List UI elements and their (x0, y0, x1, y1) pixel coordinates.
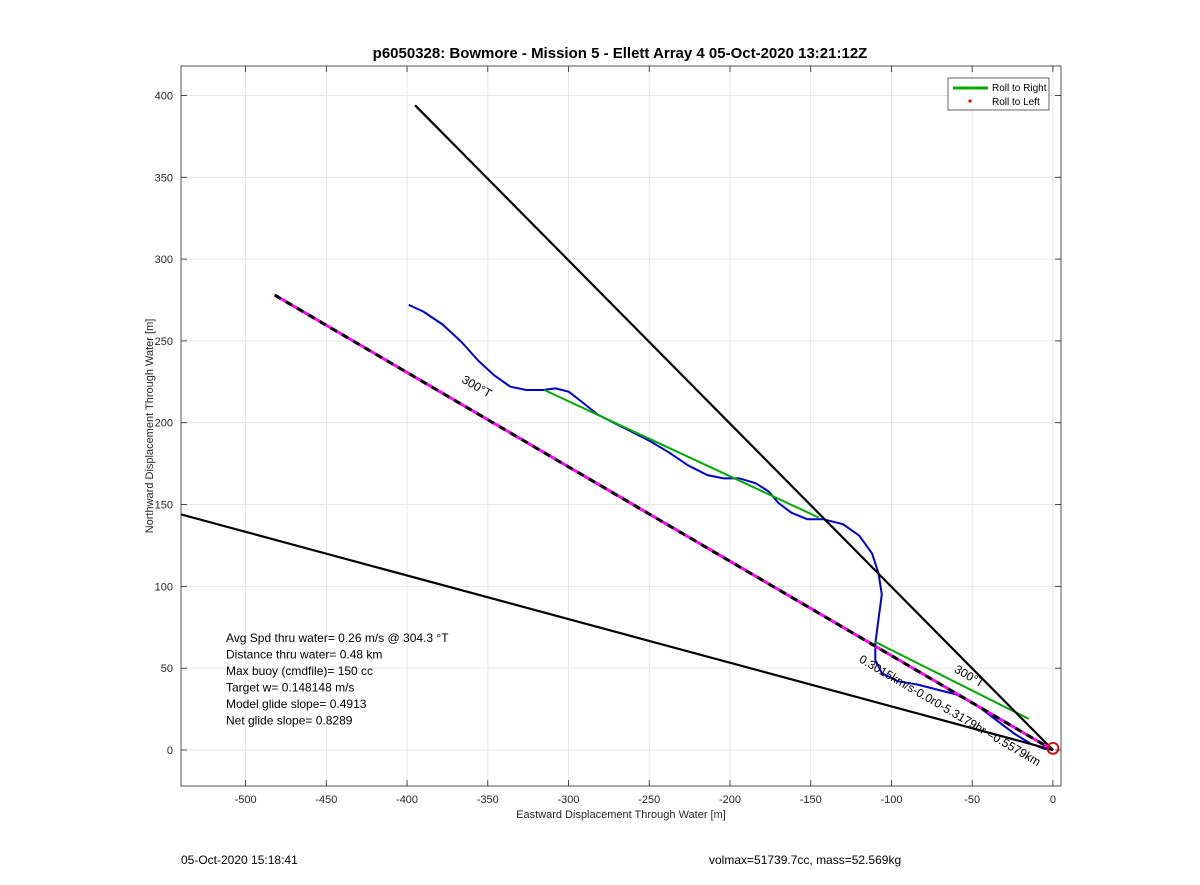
stats-note-line: Max buoy (cmdfile)= 150 cc (226, 664, 373, 678)
legend-roll-left-label: Roll to Left (992, 97, 1040, 108)
y-tick-label: 100 (155, 581, 173, 593)
grid (181, 66, 1061, 786)
x-tick-label: -350 (477, 794, 499, 806)
x-tick-label: -200 (719, 794, 741, 806)
legend-roll-right-label: Roll to Right (992, 83, 1047, 94)
roll-right-segment (543, 389, 820, 519)
heading-line-magenta (273, 293, 1054, 752)
chart-title: p6050328: Bowmore - Mission 5 - Ellett A… (373, 45, 868, 62)
legend: Roll to Right Roll to Left (947, 77, 1050, 111)
x-tick-label: -300 (558, 794, 580, 806)
origin-marker (1046, 741, 1060, 755)
y-axis-label: Northward Displacement Through Water [m] (144, 319, 156, 534)
legend-box (947, 77, 1050, 111)
x-tick-label: -250 (638, 794, 660, 806)
x-tick-label: -50 (964, 794, 980, 806)
y-tick-label: 300 (155, 254, 173, 266)
y-tick-label: 200 (155, 418, 173, 430)
y-tick-label: 0 (167, 745, 173, 757)
x-tick-label: -100 (880, 794, 902, 806)
x-axis-label: Eastward Displacement Through Water [m] (516, 809, 726, 821)
x-tick-label: -150 (800, 794, 822, 806)
y-axis-ticks: 0 50 100 150 200 250 300 350 400 (155, 90, 1061, 757)
stats-notes: Avg Spd thru water= 0.26 m/s @ 304.3 °T D… (226, 631, 449, 728)
x-tick-label: -500 (235, 794, 257, 806)
y-tick-label: 350 (155, 172, 173, 184)
x-tick-label: -450 (315, 794, 337, 806)
roll-right-segment (874, 641, 1030, 720)
footer-volmax-mass: volmax=51739.7cc, mass=52.569kg (709, 853, 902, 867)
x-tick-label: 0 (1050, 794, 1056, 806)
legend-roll-left-swatch (968, 99, 972, 103)
y-tick-label: 250 (155, 336, 173, 348)
axes-box (180, 65, 1062, 787)
footer-timestamp: 05-Oct-2020 15:18:41 (181, 853, 298, 867)
stats-note-line: Net glide slope= 0.8289 (226, 714, 353, 728)
y-tick-label: 150 (155, 500, 173, 512)
plot-marks (181, 104, 1060, 755)
y-tick-label: 400 (155, 90, 173, 102)
stats-note-line: Avg Spd thru water= 0.26 m/s @ 304.3 °T (226, 631, 449, 645)
stats-note-line: Target w= 0.148148 m/s (226, 681, 354, 695)
bound-line (181, 513, 1054, 752)
stats-note-line: Model glide slope= 0.4913 (226, 697, 367, 711)
x-axis-ticks: -500 -450 -400 -350 -300 -250 -200 -150 -100 -50 0 (235, 66, 1056, 806)
y-tick-label: 50 (161, 663, 173, 675)
stats-note-line: Distance thru water= 0.48 km (226, 648, 382, 662)
bound-line (414, 104, 1054, 751)
x-tick-label: -400 (396, 794, 418, 806)
